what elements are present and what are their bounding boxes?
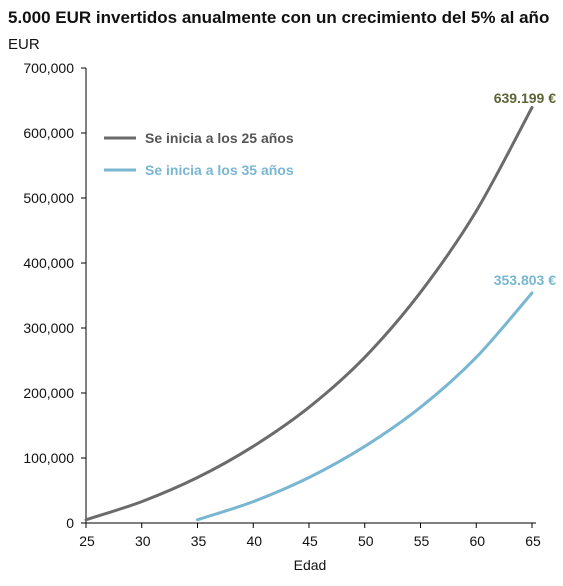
end-value-label-2: 353.803 € (494, 272, 556, 288)
end-value-label-1: 639.199 € (494, 90, 556, 106)
x-axis-ticks: 25 30 35 40 45 50 55 60 65 (79, 523, 541, 549)
y-axis-ticks: 0 100,000 200,000 300,000 400,000 500,000 600,… (23, 60, 86, 531)
axes (85, 68, 536, 524)
chart-title: 5.000 EUR invertidos anualmente con un c… (8, 8, 550, 27)
y-tick-label: 300,000 (23, 320, 74, 336)
y-tick-label: 400,000 (23, 255, 74, 271)
x-tick-label: 50 (358, 533, 374, 549)
x-tick-label: 45 (302, 533, 318, 549)
series-line-2 (196, 291, 534, 522)
y-tick-label: 0 (66, 515, 74, 531)
series-lines (84, 106, 534, 522)
legend: Se inicia a los 25 años Se inicia a los 3… (104, 130, 294, 178)
legend-label-2: Se inicia a los 35 años (145, 162, 294, 178)
end-labels: 639.199 € 353.803 € (494, 90, 556, 288)
x-tick-label: 60 (469, 533, 485, 549)
y-axis-unit-label: EUR (8, 36, 40, 53)
x-tick-label: 55 (414, 533, 430, 549)
series-line-1 (84, 106, 534, 522)
y-tick-label: 200,000 (23, 385, 74, 401)
y-tick-label: 600,000 (23, 125, 74, 141)
legend-label-1: Se inicia a los 25 años (145, 130, 294, 146)
x-tick-label: 65 (525, 533, 541, 549)
x-tick-label: 40 (246, 533, 262, 549)
x-tick-label: 30 (135, 533, 151, 549)
x-tick-label: 25 (79, 533, 95, 549)
y-tick-label: 100,000 (23, 450, 74, 466)
y-tick-label: 700,000 (23, 60, 74, 76)
y-tick-label: 500,000 (23, 190, 74, 206)
x-axis-label: Edad (294, 557, 327, 573)
x-tick-label: 35 (191, 533, 207, 549)
